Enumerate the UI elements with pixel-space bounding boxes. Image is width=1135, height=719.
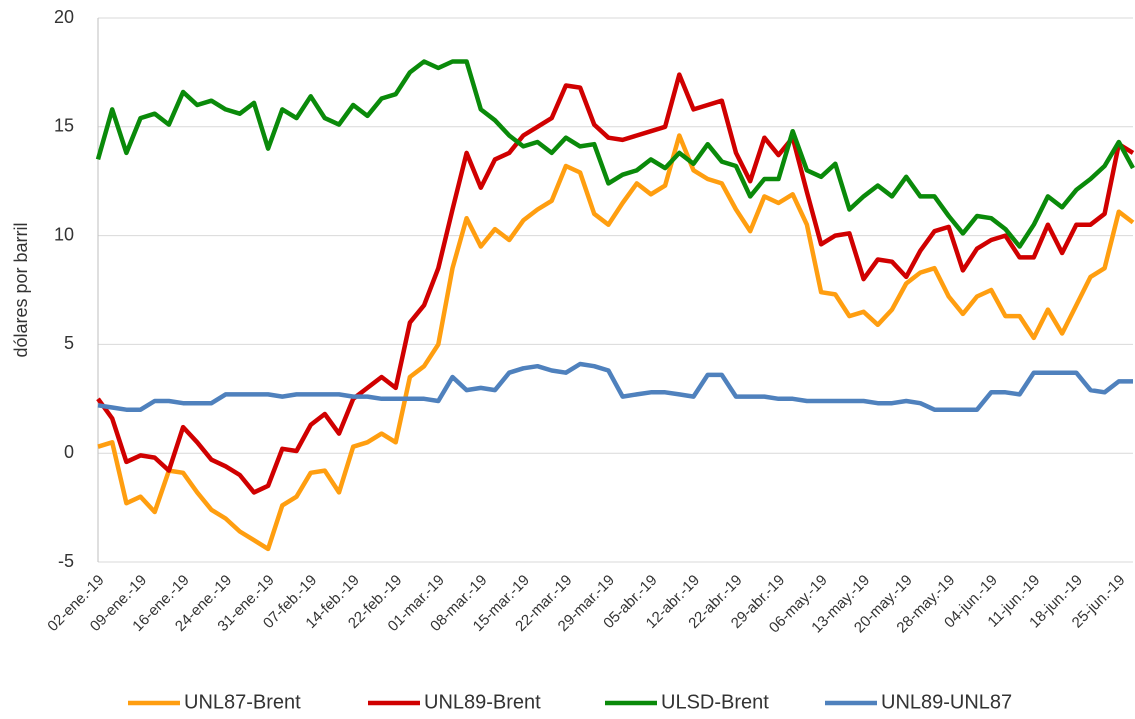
y-tick-label: -5 <box>58 551 74 571</box>
y-tick-label: 5 <box>64 333 74 353</box>
y-tick-label: 20 <box>54 7 74 27</box>
legend-label: UNL87-Brent <box>184 691 301 713</box>
y-tick-label: 10 <box>54 224 74 244</box>
series-line <box>97 133 1135 552</box>
y-tick-label: 15 <box>54 116 74 136</box>
legend-label: ULSD-Brent <box>661 691 769 713</box>
legend-label: UNL89-Brent <box>424 691 541 713</box>
series-line <box>95 59 1135 249</box>
y-tick-label: 0 <box>64 442 74 462</box>
legend-label: UNL89-UNL87 <box>881 691 1012 713</box>
series-line <box>96 72 1135 495</box>
y-axis-title: dólares por barril <box>11 222 31 357</box>
series-line <box>97 361 1133 412</box>
